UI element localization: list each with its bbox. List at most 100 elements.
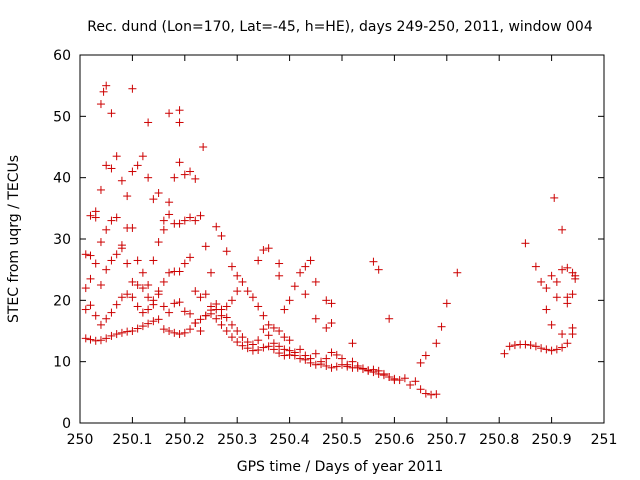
- data-point: [301, 351, 310, 360]
- data-point: [186, 253, 195, 262]
- data-point: [199, 143, 208, 151]
- data-point: [180, 307, 189, 316]
- x-tick-label: 250.8: [479, 432, 519, 448]
- data-point: [81, 284, 90, 293]
- data-point: [217, 231, 226, 240]
- data-point: [159, 325, 168, 334]
- data-point: [416, 385, 425, 394]
- data-point: [275, 327, 284, 335]
- data-point: [227, 262, 236, 271]
- data-point: [227, 320, 236, 329]
- data-point: [322, 323, 331, 332]
- data-point: [123, 259, 132, 268]
- data-point: [86, 301, 95, 310]
- data-point: [81, 334, 90, 343]
- data-point: [96, 100, 105, 109]
- data-point: [306, 354, 315, 363]
- data-point: [343, 360, 352, 369]
- data-point: [212, 222, 221, 231]
- y-axis: 0 10 20 30 40 50 60: [53, 48, 604, 432]
- data-point: [86, 274, 95, 283]
- data-point: [550, 193, 559, 202]
- data-point: [311, 277, 320, 286]
- data-point: [133, 324, 142, 333]
- data-point: [128, 327, 137, 335]
- data-point: [102, 314, 111, 323]
- data-point: [96, 336, 105, 345]
- x-axis: 250 250.1 250.2 250.3 250.4 250.5 250.6 250.7 25…: [67, 55, 617, 448]
- data-point: [227, 296, 236, 305]
- data-point: [233, 338, 242, 347]
- data-point: [563, 293, 572, 302]
- data-point: [353, 363, 362, 372]
- data-point: [96, 320, 105, 329]
- x-tick-label: 250.2: [165, 432, 205, 448]
- data-point: [558, 265, 567, 274]
- data-point: [568, 290, 577, 299]
- data-point: [280, 345, 289, 354]
- y-tick-label: 40: [53, 171, 71, 187]
- data-point: [233, 327, 242, 335]
- data-point: [133, 281, 142, 289]
- data-point: [128, 167, 137, 176]
- data-point: [154, 189, 163, 197]
- data-point: [296, 354, 305, 363]
- data-point: [102, 161, 111, 170]
- data-point: [280, 333, 289, 342]
- data-point: [96, 281, 105, 289]
- data-point: [191, 287, 200, 296]
- data-point: [521, 239, 530, 248]
- data-point: [238, 277, 247, 286]
- y-tick-label: 30: [53, 232, 71, 248]
- data-point: [117, 241, 126, 250]
- data-point: [327, 299, 336, 308]
- data-point: [175, 298, 184, 307]
- data-point: [385, 314, 394, 323]
- x-tick-label: 250.1: [112, 432, 152, 448]
- data-point: [552, 293, 561, 302]
- x-axis-label: GPS time / Days of year 2011: [237, 459, 444, 475]
- data-point: [212, 305, 221, 314]
- data-point: [243, 338, 252, 347]
- data-point: [552, 277, 561, 286]
- data-point: [91, 207, 100, 216]
- data-point: [510, 341, 519, 350]
- data-point: [112, 330, 121, 339]
- data-point: [332, 350, 341, 359]
- data-point: [133, 302, 142, 311]
- x-tick-label: 250.6: [374, 432, 414, 448]
- data-point: [364, 366, 373, 375]
- data-point: [117, 293, 126, 302]
- data-point: [91, 259, 100, 268]
- data-point: [254, 346, 263, 355]
- data-point: [500, 349, 509, 358]
- data-point: [191, 319, 200, 328]
- data-point: [264, 342, 273, 351]
- data-point: [196, 293, 205, 302]
- data-point: [222, 313, 231, 322]
- data-point: [385, 373, 394, 381]
- data-point: [112, 152, 121, 161]
- data-point: [311, 360, 320, 369]
- data-point: [165, 198, 174, 207]
- data-point: [259, 311, 268, 320]
- chart-title: Rec. dund (Lon=170, Lat=-45, h=HE), days…: [87, 19, 593, 35]
- data-point: [102, 225, 111, 234]
- data-point: [547, 320, 556, 329]
- data-point: [264, 331, 273, 340]
- data-point: [537, 277, 546, 286]
- data-point: [86, 335, 95, 344]
- data-point: [254, 302, 263, 311]
- data-point: [390, 376, 399, 385]
- data-point: [254, 336, 263, 345]
- data-point: [233, 287, 242, 296]
- data-point: [154, 287, 163, 296]
- data-point: [91, 336, 100, 345]
- data-point: [521, 340, 530, 349]
- data-point: [175, 219, 184, 228]
- data-point: [180, 328, 189, 337]
- data-point: [175, 118, 184, 127]
- data-point: [133, 161, 142, 170]
- data-point: [558, 343, 567, 352]
- data-point: [254, 256, 263, 265]
